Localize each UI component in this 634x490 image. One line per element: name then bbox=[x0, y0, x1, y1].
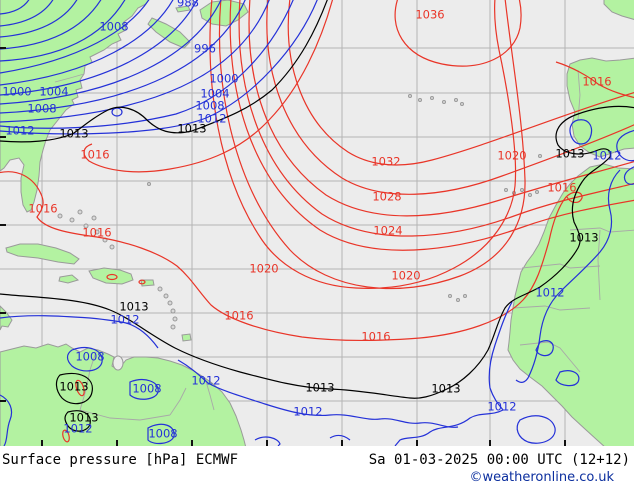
isobar-label: 1012 bbox=[293, 404, 323, 419]
isobar-label: 1012 bbox=[535, 285, 565, 300]
isobar-label: 1008 bbox=[148, 426, 178, 441]
isobar-label: 1016 bbox=[82, 225, 112, 240]
isobar-label: 1004 bbox=[200, 86, 230, 101]
cuba-land bbox=[5, 243, 80, 265]
longitude-tick bbox=[564, 440, 566, 450]
puerto-rico-land bbox=[140, 279, 155, 287]
anticosti-island bbox=[175, 5, 191, 13]
isobar-label: 988 bbox=[177, 0, 199, 10]
longitude-tick bbox=[191, 440, 193, 450]
isobar-label: 1013 bbox=[177, 121, 207, 136]
isobar-label: 1008 bbox=[75, 349, 105, 364]
copyright-credit: ©weatheronline.co.uk bbox=[469, 470, 614, 485]
isobar-label: 1016 bbox=[547, 180, 577, 195]
isobar-label: 1013 bbox=[431, 381, 461, 396]
longitude-tick bbox=[266, 440, 268, 450]
latitude-tick bbox=[0, 136, 6, 138]
latitude-tick bbox=[0, 47, 6, 49]
france-land bbox=[603, 0, 634, 20]
longitude-tick bbox=[41, 440, 43, 450]
lake-maracaibo bbox=[112, 355, 124, 371]
isobar-label: 1020 bbox=[391, 268, 421, 283]
isobar-label: 1012 bbox=[197, 111, 227, 126]
isobar-label: 1013 bbox=[555, 146, 585, 161]
isobar-label: 1012 bbox=[487, 399, 517, 414]
latitude-tick bbox=[0, 224, 6, 226]
hispaniola-land bbox=[88, 267, 134, 285]
isobar-label: 1016 bbox=[28, 201, 58, 216]
longitude-tick bbox=[116, 440, 118, 450]
isobar-label: 1016 bbox=[361, 329, 391, 344]
isobar-label: 1016 bbox=[582, 74, 612, 89]
latitude-tick bbox=[0, 400, 6, 402]
isobar-label: 1020 bbox=[497, 148, 527, 163]
isobar-label: 1012 bbox=[191, 373, 221, 388]
isobar-label: 1024 bbox=[373, 223, 403, 238]
landmasses bbox=[0, 0, 634, 446]
africa-land bbox=[507, 163, 634, 446]
isobar-label: 1004 bbox=[39, 84, 69, 99]
isobar-label: 1008 bbox=[99, 19, 129, 34]
isobar-label: 1020 bbox=[249, 261, 279, 276]
isobar-label: 1008 bbox=[132, 381, 162, 396]
longitude-tick bbox=[489, 440, 491, 450]
isobar-label: 1036 bbox=[415, 7, 445, 22]
south-america-land bbox=[0, 343, 247, 446]
isobar-label: 1013 bbox=[59, 126, 89, 141]
map-graphic bbox=[0, 0, 634, 446]
isobars-blue bbox=[0, 0, 634, 446]
isobar-label: 1028 bbox=[372, 189, 402, 204]
isobar-label: 996 bbox=[194, 41, 216, 56]
isobar-label: 1000 bbox=[2, 84, 32, 99]
latitude-tick bbox=[0, 312, 6, 314]
north-america-land bbox=[0, 0, 150, 213]
isobar-label: 1012 bbox=[63, 421, 93, 436]
isobars-red bbox=[0, 0, 634, 443]
longitude-tick bbox=[416, 440, 418, 450]
isobar-label: 1000 bbox=[209, 71, 239, 86]
date-time-label: Sa 01-03-2025 00:00 UTC (12+12) bbox=[368, 452, 630, 468]
longitude-tick bbox=[341, 440, 343, 450]
isobar-label: 1016 bbox=[224, 308, 254, 323]
jamaica-land bbox=[58, 274, 80, 284]
isobars-black bbox=[0, 0, 634, 432]
surface-pressure-map bbox=[0, 0, 634, 446]
isobar-label: 1012 bbox=[5, 123, 35, 138]
isobar-label: 1013 bbox=[305, 380, 335, 395]
footer-bar: Surface pressure [hPa] ECMWF Sa 01-03-20… bbox=[0, 446, 634, 490]
isobar-label: 1013 bbox=[69, 410, 99, 425]
trinidad-land bbox=[181, 333, 192, 342]
product-title: Surface pressure [hPa] ECMWF bbox=[2, 452, 239, 468]
isobar-label: 1012 bbox=[592, 148, 622, 163]
isobar-label: 1032 bbox=[371, 154, 401, 169]
isobar-label: 1008 bbox=[27, 101, 57, 116]
isobar-label: 1008 bbox=[195, 98, 225, 113]
isobar-label: 1016 bbox=[80, 147, 110, 162]
isobar-label: 1013 bbox=[119, 299, 149, 314]
isobar-label: 1013 bbox=[59, 379, 89, 394]
isobar-label: 1012 bbox=[110, 312, 140, 327]
isobar-label: 1013 bbox=[569, 230, 599, 245]
